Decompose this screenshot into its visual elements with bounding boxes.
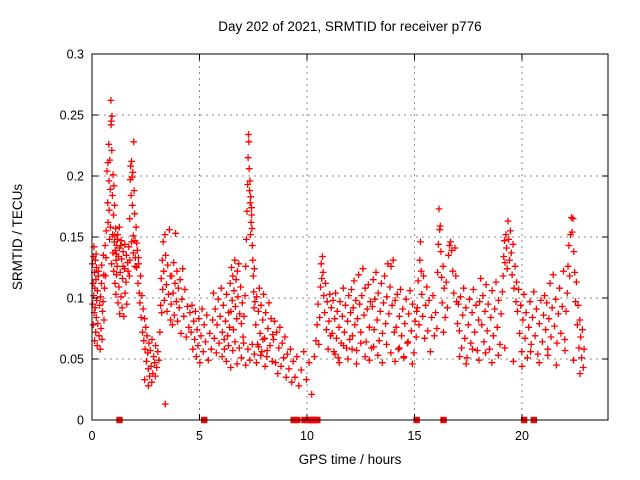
- y-tick-label: 0: [77, 414, 84, 428]
- y-axis-label: SRMTID / TECUs: [10, 184, 25, 291]
- data-points-layer: [89, 97, 588, 408]
- x-tick-label: 0: [89, 429, 96, 443]
- y-tick-label: 0.2: [67, 170, 84, 184]
- y-tick-label: 0.1: [67, 292, 84, 306]
- x-tick-label: 5: [196, 429, 203, 443]
- x-tick-label: 15: [408, 429, 422, 443]
- x-tick-label: 10: [300, 429, 314, 443]
- gridlines: [92, 54, 608, 420]
- y-tick-label: 0.05: [60, 353, 84, 367]
- tick-marks: [91, 53, 608, 421]
- y-tick-label: 0.3: [67, 48, 84, 62]
- chart-title: Day 202 of 2021, SRMTID for receiver p77…: [218, 19, 481, 34]
- plot-area: 0 5 10 15 20 0 0.05 0.1 0.15 0.2 0.25 0.3: [60, 48, 609, 444]
- x-axis-label: GPS time / hours: [299, 452, 402, 467]
- tick-labels: 0 5 10 15 20 0 0.05 0.1 0.15 0.2 0.25 0.3: [60, 48, 529, 444]
- x-tick-label: 20: [515, 429, 529, 443]
- y-tick-label: 0.15: [60, 231, 84, 245]
- y-tick-label: 0.25: [60, 109, 84, 123]
